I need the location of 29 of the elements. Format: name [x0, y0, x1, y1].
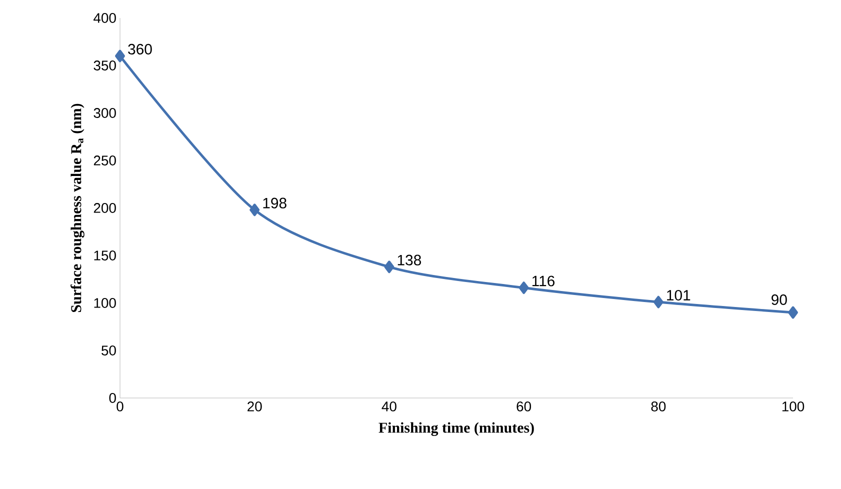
y-tick-label: 200 [94, 203, 116, 213]
y-axis-title: Surface roughness value R$_{a}$ (nm) [70, 104, 84, 312]
x-tick-label: 40 [382, 402, 396, 412]
x-tick-label: 100 [782, 402, 804, 412]
point [384, 260, 394, 274]
data-label: 138 [398, 254, 421, 266]
data-label: 101 [667, 290, 690, 301]
y-tick-label: 150 [94, 250, 116, 260]
data-label: 116 [532, 276, 554, 286]
y-tick-label: 300 [94, 108, 116, 118]
point [653, 296, 664, 308]
x-tick-label: 0 [116, 402, 124, 412]
y-tick-label: 400 [94, 13, 116, 23]
point [518, 282, 529, 294]
data-label: 360 [128, 44, 152, 54]
y-tick-label: 100 [94, 298, 116, 308]
y-tick-label: 250 [94, 156, 116, 166]
point [115, 50, 125, 62]
y-tick-label: 350 [94, 60, 116, 70]
data-label: 90 [772, 294, 787, 305]
y-tick-label: 50 [102, 346, 116, 356]
x-tick-label: 20 [248, 402, 262, 412]
data-label: 198 [263, 198, 286, 208]
x-tick-label: 60 [516, 402, 532, 412]
point [250, 204, 260, 216]
x-tick-label: 80 [651, 402, 666, 412]
x-axis-title: Finishing time (minutes) [378, 422, 534, 436]
point [788, 306, 798, 319]
y-tick-label: 0 [109, 393, 116, 403]
